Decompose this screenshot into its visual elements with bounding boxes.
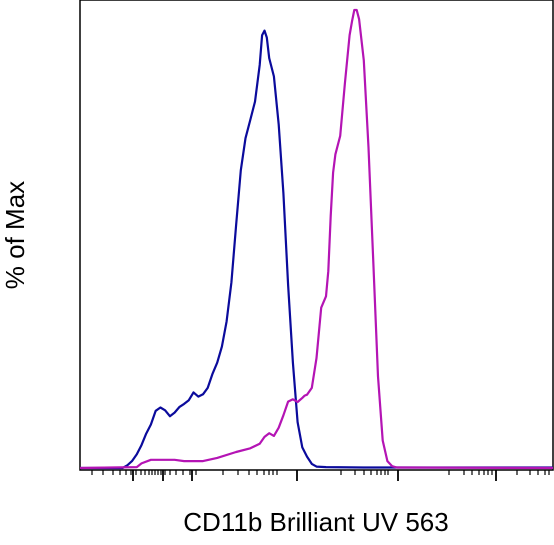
histogram-series-2 — [79, 8, 554, 470]
plot-frame — [79, 0, 554, 471]
series-layer — [79, 8, 554, 470]
x-axis-label: CD11b Brilliant UV 563 — [183, 507, 448, 537]
y-axis-label: % of Max — [0, 181, 30, 289]
x-axis-ticks — [91, 470, 550, 481]
histogram-series-1 — [80, 29, 553, 470]
